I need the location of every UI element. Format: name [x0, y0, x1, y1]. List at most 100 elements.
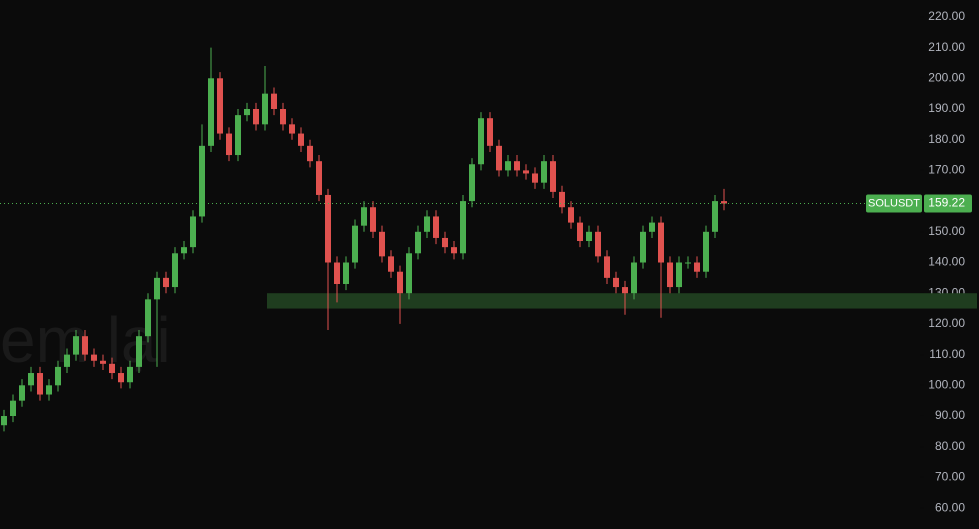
candle-body	[559, 191, 565, 208]
symbol-label: SOLUSDT	[868, 197, 920, 209]
y-tick-label: 60.00	[935, 500, 965, 514]
candle-body	[424, 216, 430, 232]
candle-body	[307, 145, 313, 162]
candle-body	[28, 373, 34, 386]
candle-body	[172, 253, 178, 288]
candle-body	[496, 145, 502, 171]
candle-body	[667, 262, 673, 288]
candle-body	[127, 366, 133, 383]
candle-body	[37, 373, 43, 395]
candle-body	[442, 237, 448, 248]
candle-body	[397, 271, 403, 294]
candle-body	[280, 108, 286, 125]
candle-body	[271, 93, 277, 109]
candle-body	[550, 161, 556, 192]
candle-body	[19, 385, 25, 401]
candle-body	[55, 366, 61, 386]
candle-body	[703, 231, 709, 272]
candle-body	[10, 400, 16, 417]
candle-body	[631, 262, 637, 294]
candle-body	[91, 354, 97, 361]
candle-body	[649, 222, 655, 232]
y-tick-label: 190.00	[928, 101, 965, 115]
candle-body	[352, 225, 358, 263]
candle-body	[712, 201, 718, 232]
candle-body	[406, 253, 412, 294]
candle-body	[298, 133, 304, 146]
candle-body	[190, 216, 196, 248]
candle-body	[685, 262, 691, 264]
candle-body	[154, 277, 160, 300]
candle-body	[694, 262, 700, 272]
y-tick-label: 180.00	[928, 132, 965, 146]
candle-body	[451, 247, 457, 254]
candle-body	[46, 385, 52, 395]
candle-body	[568, 207, 574, 223]
candle-body	[370, 207, 376, 232]
y-tick-label: 120.00	[928, 316, 965, 330]
y-tick-label: 100.00	[928, 377, 965, 391]
y-tick-label: 110.00	[929, 347, 965, 361]
candle-body	[361, 207, 367, 226]
candle-body	[487, 118, 493, 146]
candle-body	[523, 170, 529, 174]
candle-body	[640, 231, 646, 263]
y-tick-label: 90.00	[935, 408, 965, 422]
candle-body	[343, 262, 349, 284]
candle-body	[1, 416, 7, 426]
candle-body	[208, 78, 214, 146]
y-tick-label: 200.00	[928, 70, 965, 84]
candle-body	[199, 145, 205, 217]
candle-body	[334, 262, 340, 284]
candle-body	[136, 336, 142, 367]
candle-body	[262, 93, 268, 125]
candle-body	[388, 256, 394, 272]
candle-body	[145, 299, 151, 337]
y-tick-label: 170.00	[928, 163, 965, 177]
candle-body	[253, 108, 259, 125]
candle-body	[532, 173, 538, 183]
candle-body	[235, 115, 241, 156]
candle-body	[82, 336, 88, 355]
candle-body	[613, 277, 619, 288]
candle-body	[325, 194, 331, 263]
y-tick-label: 210.00	[928, 40, 965, 54]
candle-body	[469, 164, 475, 202]
price-label: 159.22	[928, 196, 965, 210]
candle-body	[109, 363, 115, 374]
candle-body	[289, 124, 295, 134]
candle-body	[586, 231, 592, 242]
candle-body	[217, 78, 223, 134]
candle-body	[676, 262, 682, 288]
candle-body	[622, 287, 628, 294]
candle-body	[577, 222, 583, 242]
candle-body	[478, 118, 484, 165]
candle-body	[118, 373, 124, 383]
candle-body	[721, 201, 727, 204]
candle-body	[658, 222, 664, 263]
y-tick-label: 140.00	[928, 255, 965, 269]
candle-body	[460, 201, 466, 254]
candle-body	[541, 161, 547, 183]
candle-body	[163, 277, 169, 288]
candle-body	[244, 108, 250, 116]
support-zone	[267, 293, 977, 309]
y-tick-label: 150.00	[928, 224, 965, 238]
y-tick-label: 220.00	[928, 9, 965, 23]
candle-body	[226, 133, 232, 156]
price-tag	[924, 194, 972, 213]
candle-body	[181, 247, 187, 254]
candle-body	[595, 231, 601, 257]
candle-body	[505, 161, 511, 171]
candle-body	[316, 161, 322, 195]
candle-body	[415, 231, 421, 254]
candle-body	[604, 256, 610, 278]
y-tick-label: 80.00	[935, 439, 965, 453]
candle-body	[100, 360, 106, 364]
candle-body	[514, 161, 520, 171]
y-tick-label: 70.00	[935, 470, 965, 484]
candle-body	[64, 354, 70, 367]
candle-body	[73, 336, 79, 355]
candle-body	[379, 231, 385, 257]
